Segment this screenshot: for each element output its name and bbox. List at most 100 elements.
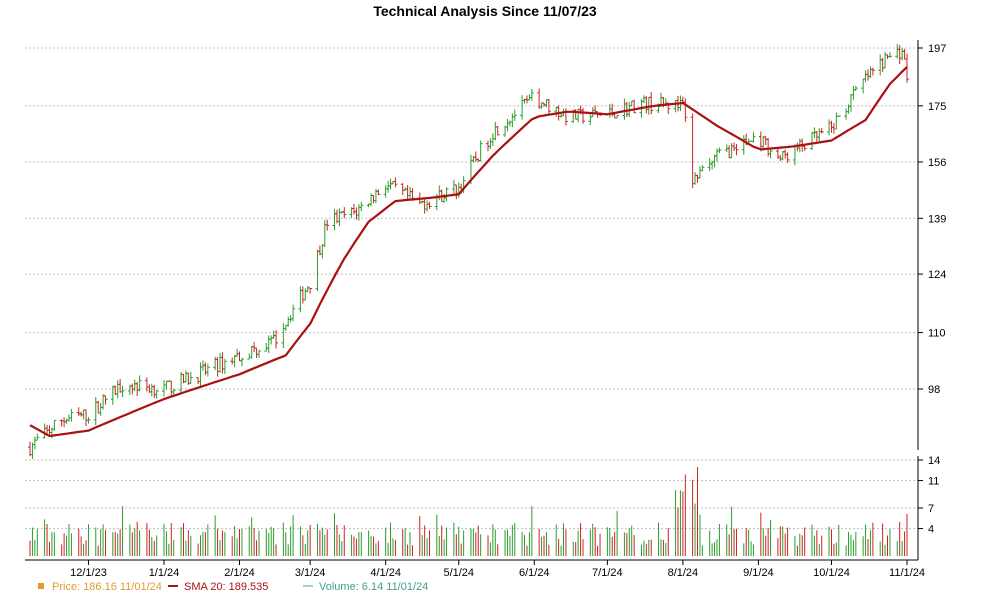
price-bar <box>64 418 69 424</box>
price-bar <box>510 113 515 128</box>
price-bar <box>320 244 325 259</box>
price-bar <box>152 384 157 399</box>
price-bar <box>359 201 364 212</box>
price-bar <box>853 85 858 92</box>
price-bar <box>408 186 413 200</box>
legend-marker-square <box>38 583 44 589</box>
price-bar <box>405 185 410 200</box>
legend-label: Price: 186.16 11/01/24 <box>52 581 162 593</box>
price-tick-label: 156 <box>928 157 946 169</box>
price-bar <box>488 138 493 149</box>
price-bar <box>205 363 210 377</box>
price-bar <box>137 375 142 392</box>
price-bar <box>707 158 712 171</box>
price-bar <box>812 127 817 139</box>
price-bar <box>629 100 634 107</box>
price-bar <box>829 120 834 133</box>
legend-item-sma: SMA 20: 189.535 <box>168 581 268 593</box>
price-bar <box>827 119 832 136</box>
price-bar <box>215 357 220 377</box>
volume-tick-label: 14 <box>928 455 940 467</box>
price-bar <box>220 352 225 374</box>
price-bar <box>30 442 35 459</box>
price-bar <box>393 177 398 188</box>
price-bar <box>778 154 783 162</box>
x-tick-label: 9/1/24 <box>743 567 774 579</box>
price-bar <box>247 353 252 360</box>
chart-title: Technical Analysis Since 11/07/23 <box>373 3 597 19</box>
price-bar <box>79 411 84 417</box>
price-bar <box>93 397 98 426</box>
price-bar <box>809 131 814 151</box>
price-bar <box>741 135 746 155</box>
price-bar <box>700 165 705 172</box>
price-bar <box>866 69 871 81</box>
sma-20-line <box>29 66 908 438</box>
legend-item-volume: Volume: 6.14 11/01/24 <box>303 581 428 593</box>
price-bar <box>120 385 125 397</box>
price-bar <box>196 377 201 385</box>
price-bar <box>98 403 103 416</box>
price-bar <box>641 95 646 104</box>
x-tick-label: 1/1/24 <box>149 567 180 579</box>
price-bar <box>520 95 525 120</box>
price-bar <box>115 380 120 399</box>
price-bar <box>383 185 388 198</box>
price-bar <box>269 335 274 345</box>
price-bar <box>325 219 330 231</box>
price-bar <box>878 54 883 76</box>
price-bar <box>179 371 184 395</box>
x-tick-label: 11/1/24 <box>889 567 925 579</box>
price-bar <box>283 324 288 332</box>
price-bar <box>203 362 208 376</box>
price-bar <box>697 166 702 179</box>
price-bar <box>476 158 481 162</box>
price-bar <box>444 187 449 202</box>
price-bar <box>86 417 91 424</box>
price-bar <box>831 123 836 134</box>
price-bar <box>729 143 734 159</box>
price-tick-label: 98 <box>928 384 940 396</box>
price-bar <box>303 288 308 301</box>
price-bar <box>485 140 490 152</box>
price-bar <box>337 208 342 227</box>
price-bar <box>218 352 223 373</box>
x-tick-label: 3/1/24 <box>295 567 326 579</box>
price-bar <box>371 195 376 204</box>
price-bar <box>870 67 875 76</box>
price-bar <box>493 121 498 141</box>
price-bar <box>52 420 57 431</box>
price-bar <box>727 145 732 159</box>
price-bar <box>763 136 768 146</box>
price-bar <box>768 147 773 159</box>
volume-tick-label: 4 <box>928 524 934 536</box>
price-bar <box>507 120 512 127</box>
price-bar <box>35 433 40 441</box>
price-bar <box>649 92 654 115</box>
price-bar <box>322 220 327 248</box>
x-tick-label: 2/1/24 <box>224 567 255 579</box>
price-bar <box>286 316 291 327</box>
x-tick-label: 4/1/24 <box>370 567 401 579</box>
price-tick-label: 197 <box>928 43 946 55</box>
price-bar <box>615 114 620 119</box>
price-bar <box>863 70 868 83</box>
price-bar <box>183 370 188 383</box>
price-bar <box>69 408 74 422</box>
price-bar <box>632 99 637 114</box>
price-bar <box>249 345 254 359</box>
price-bar <box>900 47 905 61</box>
price-bar <box>400 183 405 196</box>
x-tick-label: 12/1/23 <box>70 567 107 579</box>
price-bar <box>213 356 218 371</box>
x-tick-label: 6/1/24 <box>519 567 550 579</box>
price-bar <box>332 209 337 231</box>
price-tick-label: 139 <box>928 213 946 225</box>
price-bar <box>256 349 261 358</box>
price-bar <box>252 342 257 353</box>
price-bar <box>232 354 237 368</box>
price-bar <box>76 407 81 417</box>
price-bar <box>118 379 123 393</box>
price-bar <box>529 88 534 101</box>
